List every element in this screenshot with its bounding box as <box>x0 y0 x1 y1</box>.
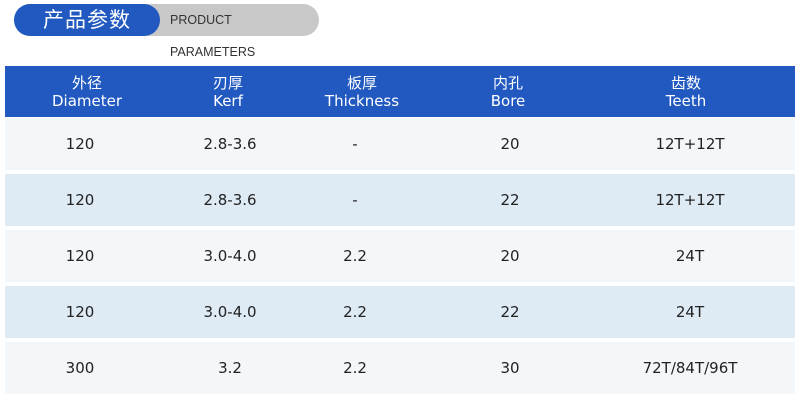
cell-diameter: 120 <box>65 135 95 153</box>
table-row: 120 2.8-3.6 - 20 12T+12T <box>5 118 795 170</box>
cell-teeth: 12T+12T <box>655 135 725 153</box>
cell-bore: 20 <box>500 135 520 153</box>
column-header-en: Teeth <box>665 91 707 110</box>
cell-bore: 22 <box>500 191 520 209</box>
table-row: 120 3.0-4.0 2.2 20 24T <box>5 230 795 282</box>
cell-bore: 30 <box>500 359 520 377</box>
column-header-en: Kerf <box>213 91 243 110</box>
section-title-cn: 产品参数 <box>14 4 160 36</box>
cell-teeth: 24T <box>675 247 705 265</box>
cell-diameter: 120 <box>65 303 95 321</box>
column-header-en: Diameter <box>51 91 123 110</box>
section-title-badge: 产品参数 PRODUCT PARAMETERS <box>14 4 319 59</box>
table-header: 外径 Diameter 刃厚 Kerf 板厚 Thickness 内孔 Bore 齿数 Teeth <box>5 66 795 117</box>
column-header-bore: 内孔 Bore <box>491 66 526 117</box>
cell-diameter: 300 <box>65 359 95 377</box>
section-title-en: PRODUCT PARAMETERS <box>170 13 256 59</box>
column-header-cn: 刃厚 <box>212 73 244 92</box>
product-parameters-table: 外径 Diameter 刃厚 Kerf 板厚 Thickness 内孔 Bore 齿数 Teeth… <box>5 66 795 394</box>
table-row: 300 3.2 2.2 30 72T/84T/96T <box>5 342 795 394</box>
column-header-cn: 板厚 <box>346 73 378 92</box>
cell-kerf: 2.8-3.6 <box>203 191 257 209</box>
cell-kerf: 2.8-3.6 <box>203 135 257 153</box>
cell-thickness: 2.2 <box>343 247 367 265</box>
cell-thickness: - <box>352 135 358 153</box>
cell-bore: 20 <box>500 247 520 265</box>
table-row: 120 2.8-3.6 - 22 12T+12T <box>5 174 795 226</box>
cell-teeth: 24T <box>675 303 705 321</box>
cell-diameter: 120 <box>65 247 95 265</box>
cell-kerf: 3.0-4.0 <box>203 303 257 321</box>
cell-bore: 22 <box>500 303 520 321</box>
cell-thickness: - <box>352 191 358 209</box>
cell-thickness: 2.2 <box>343 303 367 321</box>
cell-kerf: 3.2 <box>218 359 242 377</box>
column-header-cn: 外径 <box>71 73 102 92</box>
cell-teeth: 12T+12T <box>655 191 725 209</box>
column-header-en: Thickness <box>324 91 400 110</box>
cell-teeth: 72T/84T/96T <box>642 359 738 377</box>
column-header-teeth: 齿数 Teeth <box>666 66 706 117</box>
cell-diameter: 120 <box>65 191 95 209</box>
column-header-diameter: 外径 Diameter <box>52 66 122 117</box>
column-header-cn: 内孔 <box>492 73 524 92</box>
column-header-cn: 齿数 <box>670 73 701 92</box>
table-row: 120 3.0-4.0 2.2 22 24T <box>5 286 795 338</box>
column-header-en: Bore <box>490 91 526 110</box>
cell-thickness: 2.2 <box>343 359 367 377</box>
cell-kerf: 3.0-4.0 <box>203 247 257 265</box>
column-header-kerf: 刃厚 Kerf <box>213 66 243 117</box>
column-header-thickness: 板厚 Thickness <box>325 66 399 117</box>
